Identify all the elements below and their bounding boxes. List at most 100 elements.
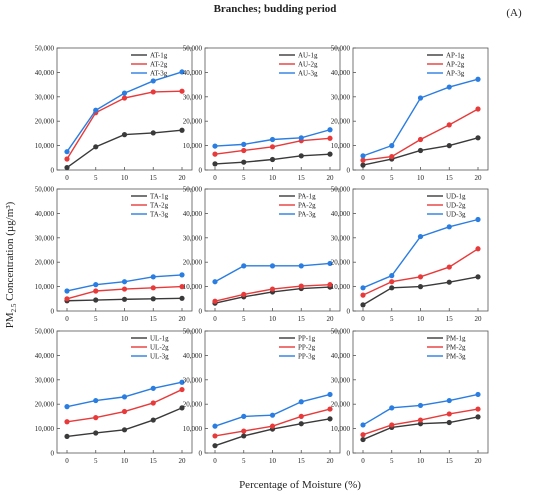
y-tick-label: 0 — [199, 450, 203, 458]
data-point — [298, 421, 304, 427]
data-point — [269, 144, 276, 150]
chart-panel: 0 10,000 20,000 30,000 40,000 50,000 0 5 10 15 20 U… — [331, 186, 489, 323]
data-point — [212, 443, 218, 449]
data-point — [150, 296, 156, 302]
y-tick-label: 20,000 — [331, 259, 351, 267]
data-point — [327, 151, 333, 157]
x-tick-label: 5 — [242, 457, 246, 465]
data-point — [446, 419, 452, 426]
x-tick-label: 20 — [179, 457, 187, 465]
data-point — [179, 284, 185, 290]
plot-frame — [352, 188, 489, 312]
data-point — [150, 78, 156, 84]
data-point — [150, 400, 156, 406]
y-tick-label: 10,000 — [35, 142, 55, 150]
data-point — [93, 144, 99, 150]
data-point — [64, 296, 70, 302]
data-point — [446, 143, 452, 149]
legend-entry: AT-2g — [150, 61, 168, 69]
legend-entry: PA-2g — [298, 202, 316, 210]
y-tick-label: 30,000 — [183, 234, 203, 242]
x-tick-label: 10 — [417, 315, 425, 323]
legend-entry: TA-2g — [150, 202, 169, 210]
legend-entry: PP-3g — [298, 353, 316, 361]
x-tick-label: 5 — [390, 315, 394, 323]
data-point — [212, 143, 218, 149]
data-point — [269, 156, 276, 163]
data-point — [179, 379, 185, 385]
data-point — [446, 279, 452, 285]
chart-panel: 0 10,000 20,000 30,000 40,000 50,000 0 5 10 15 20 P… — [183, 328, 341, 465]
x-tick-label: 0 — [361, 174, 365, 182]
x-tick-label: 10 — [121, 174, 129, 182]
x-tick-label: 0 — [213, 457, 217, 465]
x-tick-label: 0 — [361, 315, 365, 323]
data-point — [269, 423, 276, 429]
legend-entry: PM-2g — [446, 344, 466, 352]
legend-entry: PM-3g — [446, 353, 466, 361]
data-point — [327, 391, 333, 398]
data-point — [327, 416, 333, 422]
y-tick-label: 10,000 — [331, 283, 351, 291]
y-tick-label: 30,000 — [183, 93, 203, 101]
y-tick-label: 20,000 — [331, 118, 351, 126]
data-point — [212, 151, 218, 157]
data-point — [360, 292, 366, 298]
y-tick-label: 30,000 — [35, 93, 55, 101]
data-point — [179, 295, 185, 301]
data-point — [179, 272, 185, 278]
data-point — [121, 90, 128, 96]
x-tick-label: 10 — [121, 315, 129, 323]
legend-entry: UL-1g — [150, 335, 169, 343]
data-point — [417, 417, 424, 423]
data-point — [269, 286, 276, 292]
data-point — [327, 135, 333, 141]
series-line — [214, 418, 331, 447]
data-point — [64, 419, 70, 425]
series-line — [362, 78, 479, 157]
data-point — [475, 246, 481, 252]
data-point — [93, 397, 99, 404]
data-point — [389, 279, 395, 285]
y-tick-label: 20,000 — [35, 118, 55, 126]
data-point — [121, 95, 128, 101]
legend-entry: TA-3g — [150, 211, 169, 219]
data-point — [269, 136, 276, 143]
chart-panel: 0 10,000 20,000 30,000 40,000 50,000 0 5 10 15 20 P… — [331, 328, 489, 465]
data-point — [241, 147, 247, 154]
legend-entry: AP-1g — [446, 52, 465, 60]
y-tick-label: 30,000 — [35, 234, 55, 242]
data-point — [417, 421, 424, 427]
data-point — [389, 143, 395, 149]
x-tick-label: 15 — [298, 457, 306, 465]
data-point — [389, 422, 395, 428]
legend-entry: UD-1g — [446, 193, 466, 201]
data-point — [121, 279, 128, 285]
data-point — [417, 274, 424, 280]
x-tick-label: 15 — [446, 174, 454, 182]
legend-entry: AT-1g — [150, 52, 168, 60]
x-tick-label: 0 — [213, 315, 217, 323]
x-tick-label: 0 — [65, 457, 69, 465]
data-point — [298, 263, 304, 269]
data-point — [241, 291, 247, 298]
data-point — [360, 285, 366, 291]
y-tick-label: 20,000 — [183, 401, 203, 409]
data-point — [121, 132, 128, 138]
legend-entry: PP-2g — [298, 344, 316, 352]
data-point — [93, 282, 99, 288]
data-point — [446, 264, 452, 270]
data-point — [475, 76, 481, 82]
data-point — [212, 433, 218, 439]
data-point — [64, 433, 70, 440]
data-point — [360, 432, 366, 438]
data-point — [150, 89, 156, 95]
legend-entry: AU-3g — [298, 70, 318, 78]
x-tick-label: 10 — [417, 457, 425, 465]
y-tick-label: 0 — [51, 308, 55, 316]
data-point — [298, 399, 304, 405]
legend-entry: UD-2g — [446, 202, 466, 210]
data-point — [121, 394, 128, 400]
x-tick-label: 5 — [242, 315, 246, 323]
y-tick-label: 10,000 — [183, 425, 203, 433]
